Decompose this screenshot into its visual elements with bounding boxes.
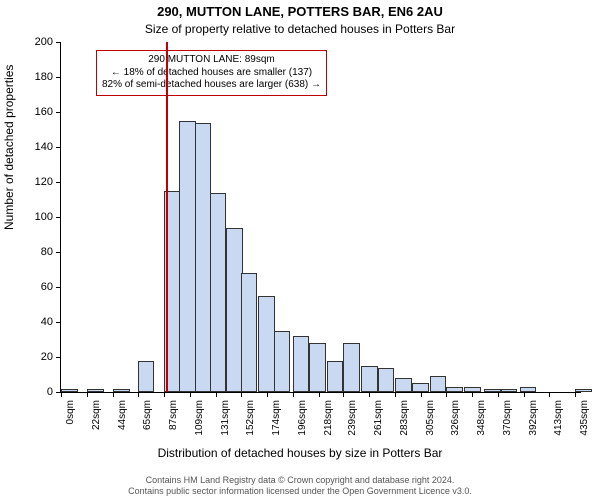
histogram-bar: [430, 376, 447, 392]
reference-line: [166, 42, 168, 392]
ytick-mark: [56, 217, 61, 218]
histogram-bar: [327, 361, 344, 393]
xtick-mark: [472, 392, 473, 397]
xtick-mark: [164, 392, 165, 397]
title-subtitle: Size of property relative to detached ho…: [0, 22, 600, 36]
histogram-bar: [87, 389, 104, 393]
ytick-label: 200: [21, 36, 53, 48]
histogram-bar: [501, 389, 518, 393]
ytick-mark: [56, 112, 61, 113]
annotation-line1: 290 MUTTON LANE: 89sqm: [102, 54, 321, 67]
xtick-mark: [446, 392, 447, 397]
histogram-bar: [241, 273, 258, 392]
ytick-label: 140: [21, 141, 53, 153]
xtick-mark: [216, 392, 217, 397]
histogram-bar: [395, 378, 412, 392]
histogram-bar: [258, 296, 275, 392]
histogram-bar: [446, 387, 463, 392]
ytick-mark: [56, 357, 61, 358]
xtick-mark: [293, 392, 294, 397]
histogram-bar: [520, 387, 537, 392]
xtick-mark: [267, 392, 268, 397]
ytick-mark: [56, 147, 61, 148]
xtick-mark: [498, 392, 499, 397]
ytick-label: 120: [21, 176, 53, 188]
ytick-label: 180: [21, 71, 53, 83]
ytick-label: 20: [21, 351, 53, 363]
xtick-mark: [549, 392, 550, 397]
footer-line2: Contains public sector information licen…: [0, 486, 600, 497]
histogram-bar: [113, 389, 130, 393]
xtick-mark: [241, 392, 242, 397]
ytick-label: 100: [21, 211, 53, 223]
xtick-mark: [138, 392, 139, 397]
ytick-mark: [56, 42, 61, 43]
ytick-mark: [56, 77, 61, 78]
xtick-mark: [524, 392, 525, 397]
histogram-bar: [293, 336, 310, 392]
x-axis-label: Distribution of detached houses by size …: [0, 446, 600, 460]
ytick-label: 0: [21, 386, 53, 398]
y-axis-label: Number of detached properties: [2, 65, 16, 230]
title-address: 290, MUTTON LANE, POTTERS BAR, EN6 2AU: [0, 4, 600, 19]
annotation-box: 290 MUTTON LANE: 89sqm ← 18% of detached…: [96, 50, 327, 96]
histogram-bar: [361, 366, 378, 392]
xtick-mark: [395, 392, 396, 397]
histogram-bar: [138, 361, 155, 393]
ytick-label: 60: [21, 281, 53, 293]
ytick-label: 80: [21, 246, 53, 258]
footer-line1: Contains HM Land Registry data © Crown c…: [0, 475, 600, 486]
xtick-mark: [61, 392, 62, 397]
xtick-mark: [190, 392, 191, 397]
ytick-label: 160: [21, 106, 53, 118]
histogram-plot: 290 MUTTON LANE: 89sqm ← 18% of detached…: [60, 42, 581, 393]
histogram-bar: [412, 383, 429, 392]
ytick-mark: [56, 287, 61, 288]
histogram-bar: [195, 123, 212, 393]
ytick-label: 40: [21, 316, 53, 328]
annotation-line2: ← 18% of detached houses are smaller (13…: [102, 67, 321, 80]
ytick-mark: [56, 322, 61, 323]
annotation-line3: 82% of semi-detached houses are larger (…: [102, 79, 321, 92]
histogram-bar: [575, 389, 592, 393]
histogram-bar: [378, 368, 395, 393]
xtick-mark: [575, 392, 576, 397]
xtick-mark: [113, 392, 114, 397]
histogram-bar: [309, 343, 326, 392]
xtick-mark: [369, 392, 370, 397]
histogram-bar: [61, 389, 78, 393]
histogram-bar: [210, 193, 227, 393]
xtick-mark: [343, 392, 344, 397]
histogram-bar: [274, 331, 291, 392]
xtick-mark: [87, 392, 88, 397]
footer-attribution: Contains HM Land Registry data © Crown c…: [0, 475, 600, 498]
histogram-bar: [343, 343, 360, 392]
ytick-mark: [56, 182, 61, 183]
ytick-mark: [56, 252, 61, 253]
histogram-bar: [179, 121, 196, 392]
xtick-mark: [319, 392, 320, 397]
xtick-mark: [421, 392, 422, 397]
